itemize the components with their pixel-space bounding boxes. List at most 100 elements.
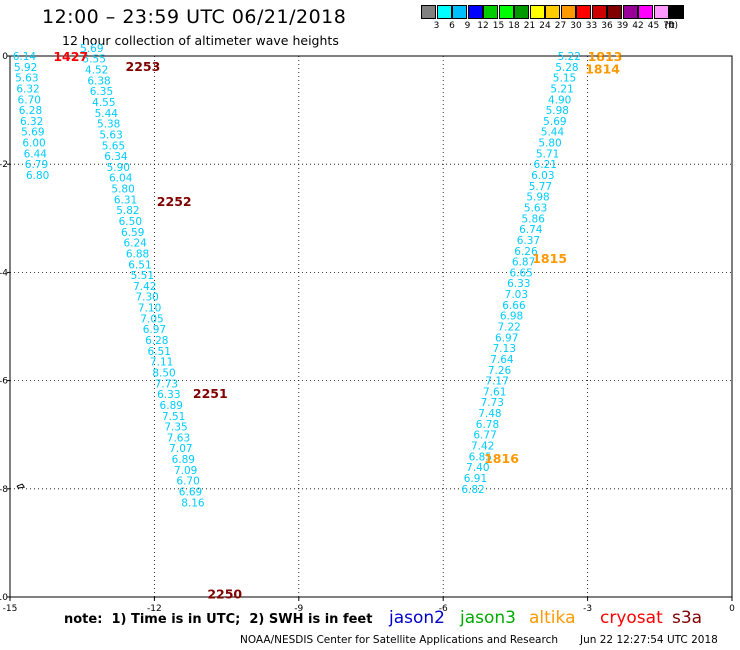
wave-height-label: 5.98	[546, 105, 569, 117]
pass-time-label: 2250	[207, 586, 242, 601]
legend-label: 24	[539, 21, 551, 31]
legend-label: 33	[585, 21, 598, 31]
wave-height-label: 6.91	[464, 473, 487, 485]
wave-height-label: 5.63	[15, 73, 38, 85]
wave-height-label: 5.69	[21, 127, 44, 139]
wave-height-label: 5.98	[526, 192, 549, 204]
wave-height-label: 5.21	[550, 83, 573, 95]
wave-height-label: 8.16	[181, 497, 205, 509]
wave-height-label: 6.28	[19, 105, 42, 117]
wave-height-label: 5.86	[522, 213, 546, 225]
pass-time-label: 2251	[193, 386, 228, 401]
wave-height-label: 5.90	[107, 162, 130, 174]
wave-height-label: 6.33	[157, 389, 180, 401]
legend-label: 45	[647, 21, 660, 31]
wave-height-label: 6.34	[104, 151, 128, 163]
wave-height-label: 6.26	[514, 246, 538, 258]
legend-swatch	[467, 5, 483, 19]
x-tick-label: -3	[583, 604, 592, 614]
wave-height-label: 5.80	[538, 138, 561, 150]
wave-height-label: 5.28	[555, 62, 578, 74]
wave-height-label: 5.63	[524, 202, 547, 214]
pass-time-label: 1814	[585, 62, 620, 77]
legend-swatch	[421, 5, 436, 19]
wave-height-label: 7.35	[164, 422, 187, 434]
wave-height-label: 6.70	[18, 94, 41, 106]
wave-height-label: 5.63	[99, 129, 122, 141]
wave-height-label: 6.38	[87, 75, 110, 87]
map-subtitle: 12 hour collection of altimeter wave hei…	[62, 33, 339, 48]
wave-height-label: 6.28	[145, 335, 168, 347]
wave-height-label: 6.79	[25, 159, 48, 171]
satellite-s3a: s3a	[672, 608, 703, 628]
wave-height-label: 7.10	[138, 303, 161, 315]
x-tick-label: -12	[147, 604, 162, 614]
wave-height-label: 4.90	[548, 94, 571, 106]
wave-height-label: 6.98	[500, 311, 523, 323]
legend-swatch	[529, 5, 545, 19]
wave-height-label: 7.05	[140, 313, 163, 325]
legend-swatch	[669, 5, 684, 19]
wave-height-label: 6.32	[16, 83, 39, 95]
x-tick-label: -6	[439, 604, 448, 614]
wave-height-label: 7.42	[133, 281, 156, 293]
legend-label: 21	[523, 21, 536, 31]
wave-height-label: 6.24	[123, 238, 147, 250]
wave-height-label: 6.80	[26, 170, 49, 182]
wave-height-label: 6.89	[160, 400, 183, 412]
wave-height-label: 7.64	[490, 354, 514, 366]
legend-label: 6	[449, 21, 455, 31]
legend-label: 30	[570, 21, 582, 31]
satellite-jason2: jason2	[389, 608, 445, 628]
credit-text: NOAA/NESDIS Center for Satellite Applica…	[240, 634, 558, 646]
wave-height-label: 6.85	[469, 451, 492, 463]
wave-height-label: 6.88	[126, 248, 149, 260]
wave-height-label: 6.69	[179, 487, 202, 499]
wave-height-label: 6.97	[495, 332, 518, 344]
wave-height-label: 7.73	[155, 378, 178, 390]
generation-timestamp: Jun 22 12:27:54 UTC 2018	[580, 634, 718, 646]
wave-height-label: 6.37	[517, 235, 540, 247]
wave-height-label: 5.55	[83, 54, 106, 66]
wave-height-label: 6.21	[534, 159, 557, 171]
wave-height-label: 6.51	[148, 346, 171, 358]
wave-height-label: 6.82	[461, 484, 484, 496]
wave-height-label: 6.74	[519, 224, 543, 236]
wave-height-label: 6.31	[114, 194, 137, 206]
legend-swatch	[607, 5, 622, 19]
wave-height-label: 7.63	[167, 432, 190, 444]
wave-height-label: 7.73	[481, 397, 504, 409]
legend-swatch	[436, 5, 452, 19]
y-tick-label: -10	[0, 593, 8, 603]
wave-height-label: 6.70	[176, 476, 199, 488]
wave-height-label: 7.13	[493, 343, 516, 355]
legend-label: 18	[508, 21, 520, 31]
wave-height-label: 7.42	[471, 441, 494, 453]
wave-height-label: 5.77	[529, 181, 552, 193]
map-frame	[9, 55, 733, 598]
wave-height-label: 6.44	[24, 148, 48, 160]
wave-height-label: 7.61	[483, 386, 506, 398]
wave-height-label: 5.44	[95, 108, 119, 120]
wave-height-label: 6.77	[473, 430, 496, 442]
wave-height-label: 4.52	[85, 65, 108, 77]
pass-time-label: 1816	[484, 451, 519, 466]
legend-label: 36	[601, 21, 613, 31]
legend-swatch	[653, 5, 669, 19]
wave-height-label: 6.35	[90, 86, 113, 98]
wave-height-label: 5.82	[116, 205, 139, 217]
satellite-altika: altika	[529, 608, 576, 628]
map-title: 12:00 – 23:59 UTC 06/21/2018	[42, 6, 347, 28]
y-tick-label: 0	[2, 52, 8, 62]
legend-swatch	[622, 5, 638, 19]
wave-height-label: 5.92	[14, 62, 37, 74]
wave-height-label: 5.38	[97, 119, 120, 131]
y-tick-label: -6	[0, 377, 8, 387]
wave-height-label: 5.65	[102, 140, 125, 152]
wave-height-label: 4.55	[92, 97, 115, 109]
legend-swatch	[483, 5, 498, 19]
wave-height-label: 6.65	[509, 267, 532, 279]
wave-height-label: 6.50	[119, 216, 142, 228]
wave-height-label: 7.11	[150, 357, 173, 369]
satellite-cryosat: cryosat	[600, 608, 663, 628]
